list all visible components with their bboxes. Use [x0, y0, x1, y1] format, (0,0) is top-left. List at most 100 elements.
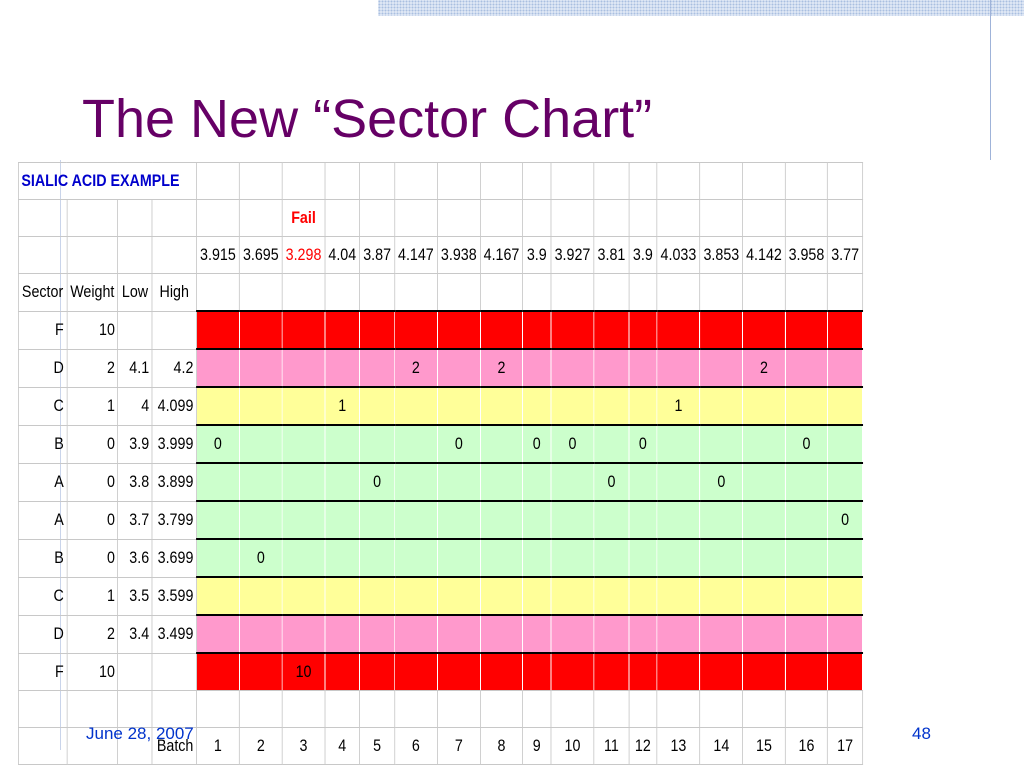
empty-cell — [699, 690, 744, 728]
sector-mark: 1 — [324, 386, 360, 426]
band-cell — [359, 348, 395, 388]
empty-cell — [784, 162, 829, 200]
sector-low: 3.8 — [117, 462, 153, 502]
band-cell — [282, 348, 325, 388]
empty-cell — [151, 236, 197, 274]
sector-mark: 0 — [359, 462, 395, 502]
empty-cell — [394, 273, 438, 312]
band-cell — [239, 310, 283, 350]
measured-value: 4.033 — [656, 236, 701, 274]
band-cell — [437, 348, 481, 388]
band-cell — [522, 538, 551, 578]
band-cell — [324, 462, 360, 502]
empty-cell — [522, 273, 552, 312]
sector-low: 3.5 — [117, 576, 153, 616]
band-cell — [785, 576, 828, 616]
sector-high — [151, 652, 197, 691]
empty-cell — [436, 199, 481, 237]
empty-cell — [394, 690, 438, 728]
sector-mark: 0 — [628, 424, 657, 464]
band-cell — [437, 462, 481, 502]
band-cell — [324, 500, 360, 540]
sector-weight: 1 — [66, 576, 119, 616]
measured-value: 3.9 — [522, 236, 552, 274]
sector-mark: 0 — [522, 424, 551, 464]
band-cell — [437, 614, 481, 654]
band-cell — [282, 310, 325, 350]
band-cell — [394, 614, 438, 654]
empty-cell — [479, 273, 524, 312]
measured-value: 3.853 — [699, 236, 744, 274]
empty-cell — [117, 199, 153, 237]
empty-cell — [656, 199, 701, 237]
sector-low: 3.7 — [117, 500, 153, 540]
band-cell — [239, 614, 283, 654]
band-cell — [785, 348, 828, 388]
empty-cell — [66, 199, 119, 237]
page-number: 48 — [912, 724, 931, 743]
batch-row: Batch 1 2 3 4 5 6 7 8 9 10 11 12 13 14 15 16 17 — [18, 727, 864, 765]
batch-number: 7 — [436, 727, 481, 765]
empty-cell — [359, 273, 395, 312]
empty-cell — [699, 162, 744, 200]
band-cell — [785, 386, 828, 426]
sector-label: B — [18, 424, 68, 464]
band-cell — [827, 348, 863, 388]
fail-label: Fail — [281, 199, 326, 237]
empty-cell — [550, 273, 595, 312]
empty-cell — [359, 690, 395, 728]
measured-value: 3.81 — [593, 236, 630, 274]
batch-number: 11 — [593, 727, 630, 765]
band-cell — [700, 500, 743, 540]
empty-cell — [742, 162, 786, 200]
band-cell — [239, 386, 283, 426]
band-cell — [437, 576, 481, 616]
empty-cell — [656, 273, 701, 312]
sector-high: 3.899 — [151, 462, 197, 502]
empty-cell — [281, 690, 326, 728]
empty-cell — [628, 273, 658, 312]
batch-number: 6 — [394, 727, 438, 765]
empty-cell — [324, 690, 361, 728]
slide-title: The New “Sector Chart” — [82, 89, 653, 149]
sector-high: 3.599 — [151, 576, 197, 616]
band-cell — [700, 652, 743, 691]
sector-weight: 0 — [66, 538, 119, 578]
band-cell — [628, 500, 657, 540]
sector-weight: 10 — [66, 652, 119, 691]
empty-cell — [593, 199, 630, 237]
band-cell — [656, 310, 701, 350]
band-cell — [827, 576, 863, 616]
empty-cell — [239, 199, 283, 237]
measured-value: 4.142 — [742, 236, 786, 274]
empty-cell — [281, 162, 326, 200]
measured-value: 3.77 — [827, 236, 864, 274]
measured-value: 3.87 — [359, 236, 395, 274]
empty-cell — [195, 690, 240, 728]
band-cell — [480, 538, 523, 578]
sector-low: 3.6 — [117, 538, 153, 578]
empty-cell — [195, 199, 240, 237]
sector-mark: 0 — [437, 424, 481, 464]
sector-row: B 0 3.9 3.999 0 0 0 0 0 0 — [18, 424, 863, 464]
sector-mark: 10 — [282, 652, 325, 691]
measured-value: 3.9 — [628, 236, 658, 274]
band-cell — [324, 310, 360, 350]
sector-high: 4.099 — [151, 386, 197, 426]
header-sector: Sector — [18, 273, 68, 312]
band-cell — [480, 462, 523, 502]
sector-high: 4.2 — [151, 348, 197, 388]
band-cell — [239, 462, 283, 502]
empty-cell — [117, 727, 153, 765]
band-cell — [282, 500, 325, 540]
sector-mark: 0 — [785, 424, 828, 464]
band-cell — [359, 538, 395, 578]
band-cell — [394, 462, 438, 502]
band-cell — [480, 310, 523, 350]
band-cell — [394, 424, 438, 464]
band-cell — [785, 652, 828, 691]
measured-value: 3.915 — [195, 236, 240, 274]
band-cell — [700, 614, 743, 654]
band-cell — [550, 386, 595, 426]
empty-cell — [151, 690, 197, 728]
